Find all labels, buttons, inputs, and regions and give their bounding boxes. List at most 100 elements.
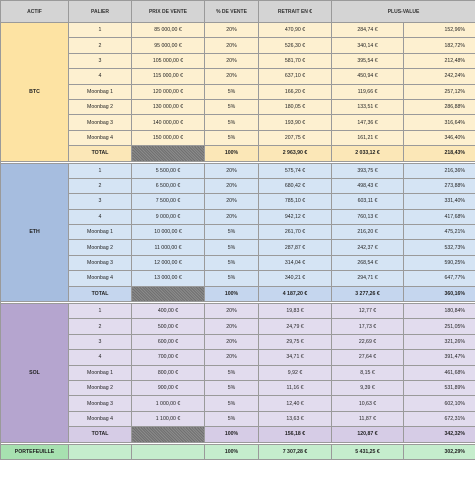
- palier-cell: 4: [68, 68, 132, 85]
- palier-cell: Moonbag 4: [68, 129, 132, 147]
- withdrawal-cell: 314,04 €: [258, 254, 332, 272]
- hatched-cell: [131, 285, 205, 303]
- gain-cell: 9,39 €: [331, 379, 404, 397]
- total-gain: 2 033,12 €: [331, 145, 404, 162]
- total-withdrawal: 4 187,20 €: [258, 285, 332, 303]
- total-label: TOTAL: [68, 426, 132, 443]
- percent-cell: 20%: [204, 193, 259, 210]
- gain-cell: 17,73 €: [331, 318, 404, 335]
- withdrawal-cell: 575,74 €: [258, 162, 332, 179]
- table-row: Moonbag 2 11 000,00 €5% 287,87 €242,37 €53…: [1, 239, 475, 256]
- gain-cell: 119,66 €: [331, 83, 404, 100]
- price-cell: 1 100,00 €: [131, 410, 205, 428]
- gain-percent-cell: 532,73%: [402, 239, 475, 256]
- table-row: 4 700,00 €20% 34,71 €27,64 €391,47%: [1, 349, 475, 366]
- price-cell: 105 000,00 €: [131, 52, 205, 70]
- withdrawal-cell: 19,83 €: [258, 303, 332, 320]
- percent-cell: 20%: [204, 52, 259, 70]
- total-withdrawal: 2 963,90 €: [258, 145, 332, 162]
- header-plus-value: PLUS-VALUE: [330, 0, 475, 23]
- table-row: Moonbag 1 10 000,00 €5% 261,70 €216,20 €47…: [1, 224, 475, 241]
- price-cell: 140 000,00 €: [131, 114, 205, 131]
- withdrawal-cell: 207,75 €: [258, 129, 332, 147]
- percent-cell: 20%: [204, 208, 259, 226]
- percent-cell: 5%: [204, 239, 259, 256]
- header-retrait: RETRAIT EN €: [258, 0, 332, 23]
- table-row: ETH 1 5 500,00 €20% 575,74 €393,75 €216,36%: [0, 162, 475, 303]
- portfolio-withdrawal: 7 307,28 €: [258, 443, 332, 460]
- gain-cell: 147,36 €: [331, 114, 404, 131]
- header-prix: PRIX DE VENTE: [131, 0, 205, 23]
- percent-cell: 5%: [204, 270, 259, 287]
- withdrawal-cell: 193,90 €: [258, 114, 332, 131]
- table-row: 3 105 000,00 €20% 581,70 €395,54 €212,48%: [1, 52, 475, 70]
- table-row: 2 95 000,00 €20% 526,30 €340,14 €182,72%: [1, 37, 475, 54]
- percent-cell: 20%: [204, 177, 259, 195]
- withdrawal-cell: 287,87 €: [258, 239, 332, 256]
- palier-cell: Moonbag 1: [68, 83, 132, 100]
- gain-cell: 268,54 €: [331, 254, 404, 272]
- total-row: TOTAL 100% 2 963,90 €2 033,12 €218,43%: [1, 145, 475, 162]
- table-row: SOL 1 400,00 €20% 19,83 €12,77 €180,84%: [0, 303, 475, 443]
- table-row: Moonbag 2 900,00 €5% 11,16 €9,39 €531,89%: [1, 379, 475, 397]
- percent-cell: 20%: [204, 68, 259, 85]
- total-gain: 120,87 €: [331, 426, 404, 443]
- portfolio-gain-percent: 302,29%: [402, 443, 475, 460]
- table-row: Moonbag 4 150 000,00 €5% 207,75 €161,21 €3…: [1, 129, 475, 147]
- gain-percent-cell: 417,68%: [402, 208, 475, 226]
- header-row: ACTIF PALIER PRIX DE VENTE % DE VENTE RE…: [0, 0, 475, 23]
- gain-cell: 450,94 €: [331, 68, 404, 85]
- table-row: Moonbag 2 130 000,00 €5% 180,05 €133,51 €2…: [1, 98, 475, 116]
- total-row: TOTAL 100% 156,18 €120,87 €342,32%: [1, 426, 475, 443]
- price-cell: 7 500,00 €: [131, 193, 205, 210]
- gain-percent-cell: 602,10%: [402, 395, 475, 412]
- percent-cell: 5%: [204, 379, 259, 397]
- percent-cell: 20%: [204, 21, 259, 39]
- withdrawal-cell: 12,40 €: [258, 395, 332, 412]
- percent-cell: 20%: [204, 303, 259, 320]
- gain-percent-cell: 212,48%: [402, 52, 475, 70]
- total-percent: 100%: [204, 285, 259, 303]
- header-actif: ACTIF: [0, 0, 69, 23]
- withdrawal-plan-table: ACTIF PALIER PRIX DE VENTE % DE VENTE RE…: [0, 0, 475, 460]
- palier-cell: Moonbag 1: [68, 224, 132, 241]
- percent-cell: 5%: [204, 83, 259, 100]
- palier-cell: Moonbag 1: [68, 364, 132, 381]
- percent-cell: 5%: [204, 98, 259, 116]
- price-cell: 12 000,00 €: [131, 254, 205, 272]
- price-cell: 150 000,00 €: [131, 129, 205, 147]
- gain-cell: 393,75 €: [331, 162, 404, 179]
- percent-cell: 20%: [204, 333, 259, 351]
- palier-cell: 3: [68, 193, 132, 210]
- price-cell: 900,00 €: [131, 379, 205, 397]
- price-cell: 95 000,00 €: [131, 37, 205, 54]
- gain-cell: 133,51 €: [331, 98, 404, 116]
- palier-cell: 2: [68, 318, 132, 335]
- total-gain-percent: 342,32%: [402, 426, 475, 443]
- price-cell: 85 000,00 €: [131, 21, 205, 39]
- gain-cell: 284,74 €: [331, 21, 404, 39]
- percent-cell: 5%: [204, 410, 259, 428]
- withdrawal-cell: 9,92 €: [258, 364, 332, 381]
- gain-percent-cell: 216,36%: [402, 162, 475, 179]
- percent-cell: 5%: [204, 395, 259, 412]
- palier-cell: 3: [68, 333, 132, 351]
- price-cell: 10 000,00 €: [131, 224, 205, 241]
- withdrawal-cell: 13,63 €: [258, 410, 332, 428]
- price-cell: 130 000,00 €: [131, 98, 205, 116]
- percent-cell: 20%: [204, 318, 259, 335]
- table-row: Moonbag 3 140 000,00 €5% 193,90 €147,36 €3…: [1, 114, 475, 131]
- withdrawal-cell: 680,42 €: [258, 177, 332, 195]
- gain-cell: 12,77 €: [331, 303, 404, 320]
- table-row: Moonbag 4 13 000,00 €5% 340,21 €294,71 €64…: [1, 270, 475, 287]
- table-row: Moonbag 3 12 000,00 €5% 314,04 €268,54 €59…: [1, 254, 475, 272]
- gain-cell: 11,87 €: [331, 410, 404, 428]
- percent-cell: 5%: [204, 224, 259, 241]
- portfolio-label: PORTEFEUILLE: [0, 443, 69, 460]
- percent-cell: 20%: [204, 37, 259, 54]
- hatched-cell: [131, 426, 205, 443]
- gain-cell: 760,13 €: [331, 208, 404, 226]
- gain-percent-cell: 672,31%: [402, 410, 475, 428]
